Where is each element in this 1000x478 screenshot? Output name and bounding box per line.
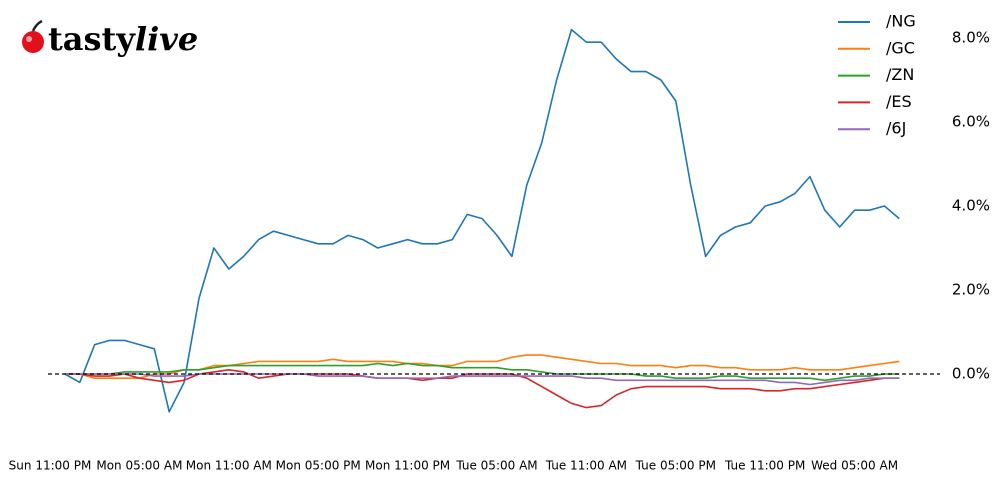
legend-label: /GC	[886, 38, 915, 57]
logo-shine	[26, 36, 32, 42]
legend-label: /NG	[886, 12, 916, 31]
legend-label: /6J	[886, 119, 906, 138]
x-tick-label: Wed 05:00 AM	[811, 459, 898, 473]
y-tick-label: 8.0%	[952, 29, 990, 47]
x-tick-label: Tue 05:00 AM	[455, 459, 537, 473]
logo-text: tastylive	[48, 20, 198, 58]
y-tick-label: 2.0%	[952, 281, 990, 299]
x-tick-label: Sun 11:00 PM	[9, 459, 92, 473]
x-tick-label: Tue 11:00 PM	[724, 459, 805, 473]
series-line	[64, 362, 900, 382]
x-tick-label: Mon 11:00 PM	[365, 459, 450, 473]
legend-label: /ZN	[886, 65, 914, 84]
x-tick-label: Tue 05:00 PM	[635, 459, 716, 473]
series-line	[64, 373, 900, 386]
x-tick-label: Mon 05:00 AM	[96, 459, 182, 473]
x-tick-label: Mon 11:00 AM	[186, 459, 272, 473]
logo-part: live	[135, 20, 198, 58]
series-line	[64, 28, 900, 413]
logo: tastylive	[22, 20, 198, 58]
y-tick-label: 6.0%	[952, 113, 990, 131]
y-tick-label: 0.0%	[952, 365, 990, 383]
legend-label: /ES	[886, 92, 912, 111]
logo-stem	[31, 19, 43, 32]
x-tick-label: Tue 11:00 AM	[545, 459, 627, 473]
y-tick-label: 4.0%	[952, 197, 990, 215]
logo-cherry	[22, 31, 44, 53]
x-tick-label: Mon 05:00 PM	[276, 459, 361, 473]
logo-part: tasty	[48, 20, 136, 58]
